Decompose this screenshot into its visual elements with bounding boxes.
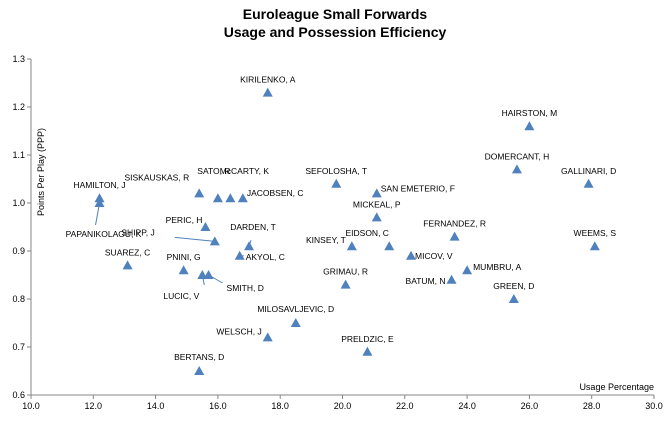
data-point-marker [346,241,357,251]
data-point-marker [589,241,600,251]
x-tick-label: 14.0 [147,401,165,411]
y-tick-label: 1.3 [12,54,25,64]
data-label: HAIRSTON, M [502,108,558,118]
data-point-marker [371,212,382,222]
data-point-marker [331,178,342,188]
data-point-marker [462,265,473,275]
data-point-marker [449,231,460,241]
data-label: DARDEN, T [230,222,276,232]
data-label: WEEMS, S [574,228,617,238]
data-point-marker [212,193,223,203]
data-point-marker [194,188,205,198]
data-label: SISKAUSKAS, R [124,172,189,182]
data-point-marker [262,332,273,342]
data-label: MILOSAVLJEVIC, D [257,304,334,314]
x-tick-label: 18.0 [271,401,289,411]
data-label: MICOV, V [415,251,453,261]
y-tick-label: 0.7 [12,342,25,352]
data-point-marker [94,193,105,203]
x-tick-label: 22.0 [396,401,414,411]
data-point-marker [225,193,236,203]
data-points [94,87,600,375]
data-point-marker [178,265,189,275]
x-tick-label: 30.0 [645,401,663,411]
data-label: PNINI, G [167,252,201,262]
data-label: SMITH, D [227,283,264,293]
data-point-marker [200,222,211,231]
y-tick-label: 0.6 [12,390,25,400]
x-tick-label: 10.0 [22,401,40,411]
data-label: MICKEAL, P [353,199,401,209]
data-label: EIDSON, C [345,228,388,238]
x-axis-title: Usage Percentage [579,382,654,392]
data-point-marker [290,318,301,327]
data-label: LUCIC, V [163,291,199,301]
data-point-marker [583,178,594,188]
data-label: BERTANS, D [174,352,224,362]
data-point-marker [362,346,373,356]
data-label: JACOBSEN, C [247,188,304,198]
data-point-marker [508,294,519,303]
x-tick-label: 26.0 [521,401,539,411]
x-tick-label: 16.0 [209,401,227,411]
data-label: KIRILENKO, A [240,75,296,85]
data-label: SEFOLOSHA, T [305,166,367,176]
data-point-marker [122,260,133,270]
data-label: PERIC, H [166,215,203,225]
data-point-marker [94,198,105,207]
data-point-marker [203,270,214,279]
data-point-marker [524,121,535,131]
data-label: GRIMAU, R [323,267,368,277]
x-tick-label: 20.0 [334,401,352,411]
data-point-marker [194,366,205,375]
data-point-marker [234,250,245,260]
data-labels: KIRILENKO, A HAIRSTON, M DOMERCANT, H GALLI… [66,75,617,362]
x-tick-label: 24.0 [458,401,476,411]
x-tick-label: 12.0 [85,401,103,411]
data-point-marker [446,274,457,284]
data-label: KINSEY, T [306,235,346,245]
data-label: McCARTY, K [220,166,270,176]
y-tick-label: 0.9 [12,246,25,256]
data-point-marker [237,193,248,203]
data-label: AKYOL, C [246,252,285,262]
data-label: SHIPP, J [121,227,154,237]
data-point-marker [262,87,273,97]
chart-subtitle: Usage and Possession Efficiency [223,24,447,40]
data-label: FERNANDEZ, R [423,219,486,229]
data-label: MUMBRU, A [473,262,521,272]
data-label: HAMILTON, J [73,180,125,190]
data-label: PAPANIKOLAOU, K [66,229,142,239]
leader-line [174,236,215,242]
y-tick-label: 0.8 [12,294,25,304]
data-point-marker [511,164,522,174]
data-label: SATO, R [197,166,230,176]
data-point-marker [384,241,395,251]
data-label: GALLINARI, D [561,166,616,176]
y-tick-label: 1.0 [12,198,25,208]
data-point-marker [406,250,417,260]
data-label: WELSCH, J [216,326,261,336]
data-label: GREEN, D [493,281,534,291]
chart-title: Euroleague Small Forwards [242,6,428,22]
data-point-marker [371,188,382,198]
y-tick-label: 1.2 [12,102,25,112]
y-axis-title: Points Per Play (PPP) [36,128,46,216]
data-label: PRELDZIC, E [341,334,394,344]
data-label: DOMERCANT, H [485,151,550,161]
y-tick-label: 1.1 [12,150,25,160]
data-point-marker [340,279,351,289]
data-point-marker [244,241,255,251]
axes: 10.0 12.0 14.0 16.0 18.0 20.0 22.0 24.0 26.0 28.0… [12,54,662,411]
data-label: BATUM, N [406,276,446,286]
data-label: SAN EMETERIO, F [381,183,455,193]
data-point-marker [209,236,220,246]
data-label: SUAREZ, C [105,247,150,257]
x-tick-label: 28.0 [583,401,601,411]
